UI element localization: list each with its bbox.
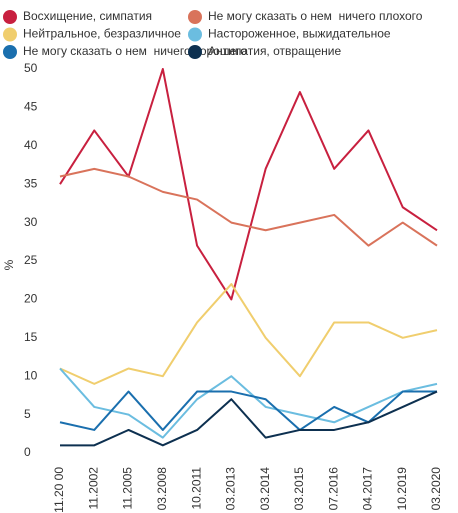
series-line — [59, 367, 438, 439]
y-tick-label: 40 — [24, 138, 38, 152]
series-line — [59, 167, 438, 247]
y-tick-label: 20 — [24, 292, 38, 306]
y-tick-label: 10 — [24, 368, 38, 382]
series-line — [60, 390, 438, 447]
y-axis-label: % — [2, 259, 16, 270]
x-tick-label: 11.20 00 — [52, 467, 66, 513]
legend-marker — [3, 10, 17, 24]
y-tick-label: 25 — [24, 253, 38, 267]
y-tick-label: 45 — [24, 100, 38, 114]
y-tick-label: 5 — [24, 407, 31, 421]
x-tick-label: 03.2008 — [155, 467, 169, 511]
legend-marker — [3, 27, 17, 42]
x-tick-label: 10.2019 — [395, 467, 409, 511]
legend-label: Восхищение, симпатия — [23, 9, 152, 23]
y-tick-label: 35 — [24, 176, 38, 190]
legend-label: Антипатия, отвращение — [208, 44, 341, 58]
legend-marker — [188, 45, 202, 59]
y-tick-label: 50 — [24, 61, 38, 75]
series-line — [59, 68, 438, 301]
legend-marker — [3, 45, 17, 59]
x-tick-label: 03.2014 — [258, 467, 272, 511]
x-tick-label: 04.2017 — [361, 467, 375, 511]
x-tick-label: 07.2016 — [326, 467, 340, 511]
legend-label: Нейтральное, безразличное — [23, 27, 181, 41]
series-line — [59, 283, 438, 385]
x-tick-label: 03.2020 — [429, 467, 443, 511]
legend-marker — [188, 27, 202, 42]
legend-label: Настороженное, выжидательное — [208, 27, 391, 41]
y-tick-label: 0 — [24, 445, 31, 459]
legend-marker — [188, 10, 202, 24]
x-tick-label: 11.2002 — [86, 467, 100, 510]
x-tick-label: 10.2011 — [189, 467, 203, 510]
legend-label: Не могу сказать о нем ничего плохого — [208, 9, 423, 23]
y-tick-label: 15 — [24, 330, 38, 344]
x-tick-label: 03.2015 — [292, 467, 306, 511]
y-tick-label: 30 — [24, 215, 38, 229]
series-line — [59, 390, 437, 431]
x-tick-label: 11.2005 — [121, 467, 135, 510]
x-tick-label: 03.2013 — [224, 467, 238, 511]
